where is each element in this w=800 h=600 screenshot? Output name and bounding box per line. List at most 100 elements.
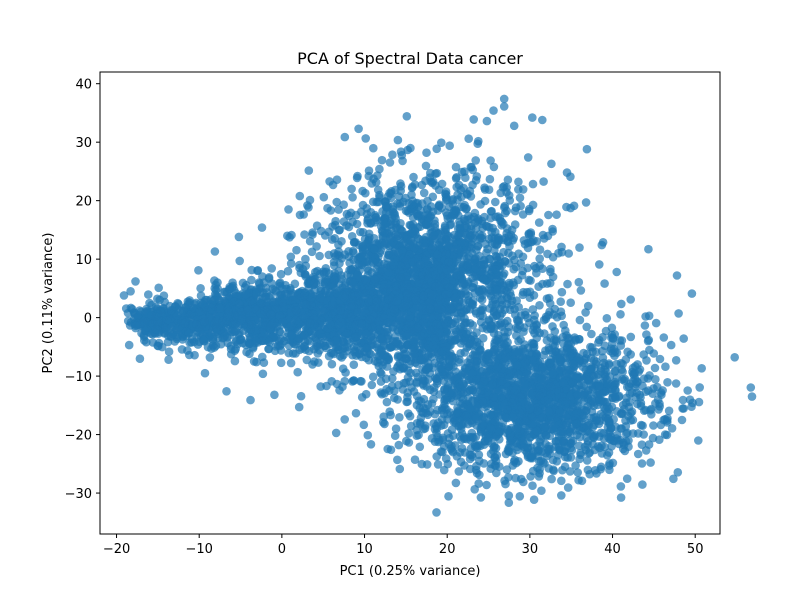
scatter-point bbox=[364, 294, 373, 304]
scatter-point bbox=[534, 218, 544, 227]
scatter-point bbox=[296, 391, 306, 401]
scatter-point bbox=[291, 315, 301, 325]
scatter-point bbox=[474, 136, 483, 146]
scatter-point bbox=[386, 342, 396, 352]
scatter-point bbox=[403, 235, 412, 244]
scatter-point bbox=[430, 223, 440, 232]
scatter-point bbox=[326, 288, 335, 297]
scatter-point bbox=[471, 253, 481, 263]
scatter-point bbox=[325, 319, 335, 329]
scatter-point bbox=[301, 272, 310, 281]
scatter-point bbox=[342, 329, 352, 338]
scatter-point bbox=[485, 289, 495, 298]
scatter-point bbox=[539, 177, 548, 186]
scatter-point bbox=[499, 219, 508, 229]
scatter-point bbox=[535, 301, 544, 310]
scatter-point bbox=[139, 330, 149, 340]
scatter-point bbox=[415, 442, 425, 452]
scatter-point bbox=[434, 241, 444, 250]
scatter-point bbox=[212, 325, 221, 334]
scatter-point bbox=[318, 333, 327, 342]
scatter-point bbox=[486, 156, 495, 165]
scatter-point bbox=[135, 354, 145, 364]
scatter-point bbox=[246, 297, 256, 306]
scatter-point bbox=[349, 360, 359, 370]
scatter-point bbox=[331, 336, 340, 345]
scatter-point bbox=[233, 321, 243, 331]
scatter-point bbox=[416, 331, 426, 341]
scatter-point bbox=[574, 277, 584, 287]
scatter-point bbox=[492, 252, 502, 262]
scatter-point bbox=[662, 430, 672, 440]
scatter-point bbox=[403, 145, 413, 155]
scatter-point bbox=[349, 376, 358, 385]
scatter-point bbox=[471, 263, 481, 273]
scatter-point bbox=[424, 216, 433, 226]
scatter-point bbox=[211, 285, 221, 295]
scatter-point bbox=[388, 150, 397, 159]
scatter-point bbox=[196, 291, 206, 301]
scatter-point bbox=[500, 257, 510, 266]
scatter-point bbox=[428, 177, 438, 186]
scatter-point bbox=[357, 319, 367, 329]
scatter-point bbox=[356, 298, 365, 307]
scatter-point bbox=[386, 234, 395, 244]
scatter-point bbox=[408, 223, 418, 233]
scatter-point bbox=[319, 296, 328, 305]
scatter-point bbox=[372, 339, 382, 349]
scatter-point bbox=[471, 156, 481, 165]
scatter-point bbox=[529, 495, 539, 505]
scatter-point bbox=[455, 223, 465, 233]
chart-title: PCA of Spectral Data cancer bbox=[297, 49, 523, 68]
scatter-point bbox=[405, 319, 415, 328]
scatter-point bbox=[362, 329, 371, 339]
scatter-point bbox=[402, 289, 412, 299]
scatter-point bbox=[485, 279, 494, 289]
scatter-point bbox=[368, 372, 378, 382]
scatter-point bbox=[251, 336, 261, 346]
scatter-point bbox=[488, 223, 498, 233]
scatter-point bbox=[674, 309, 683, 318]
scatter-point bbox=[369, 143, 378, 153]
scatter-point bbox=[260, 321, 270, 331]
scatter-point bbox=[276, 269, 286, 279]
scatter-point bbox=[525, 204, 534, 214]
scatter-point bbox=[295, 260, 304, 270]
scatter-point bbox=[386, 193, 396, 203]
scatter-point bbox=[434, 201, 444, 211]
scatter-point bbox=[404, 429, 414, 438]
scatter-point bbox=[404, 198, 413, 208]
scatter-point bbox=[300, 337, 310, 347]
scatter-point bbox=[370, 275, 380, 284]
scatter-point bbox=[317, 316, 327, 326]
scatter-point bbox=[247, 320, 256, 329]
scatter-point bbox=[393, 455, 402, 465]
scatter-point bbox=[451, 162, 461, 172]
scatter-point bbox=[507, 225, 517, 235]
scatter-point bbox=[366, 440, 376, 449]
scatter-point bbox=[459, 202, 469, 212]
scatter-point bbox=[475, 230, 484, 239]
scatter-point bbox=[450, 230, 459, 240]
scatter-point bbox=[267, 264, 277, 273]
scatter-point bbox=[556, 297, 565, 307]
scatter-point bbox=[278, 317, 288, 327]
scatter-point bbox=[425, 325, 435, 335]
scatter-point bbox=[535, 254, 544, 263]
scatter-point bbox=[421, 161, 431, 171]
scatter-point bbox=[444, 242, 453, 251]
scatter-point bbox=[319, 192, 329, 202]
scatter-point bbox=[194, 307, 204, 317]
scatter-point bbox=[329, 249, 339, 258]
scatter-point bbox=[276, 358, 286, 368]
scatter-point bbox=[746, 383, 756, 392]
scatter-point bbox=[470, 288, 479, 298]
scatter-point bbox=[367, 380, 377, 390]
scatter-point bbox=[243, 305, 252, 315]
scatter-point bbox=[441, 290, 451, 299]
scatter-point bbox=[190, 337, 199, 347]
scatter-point bbox=[275, 336, 284, 346]
scatter-point bbox=[308, 360, 317, 369]
scatter-point bbox=[286, 321, 296, 331]
scatter-point bbox=[286, 252, 296, 262]
